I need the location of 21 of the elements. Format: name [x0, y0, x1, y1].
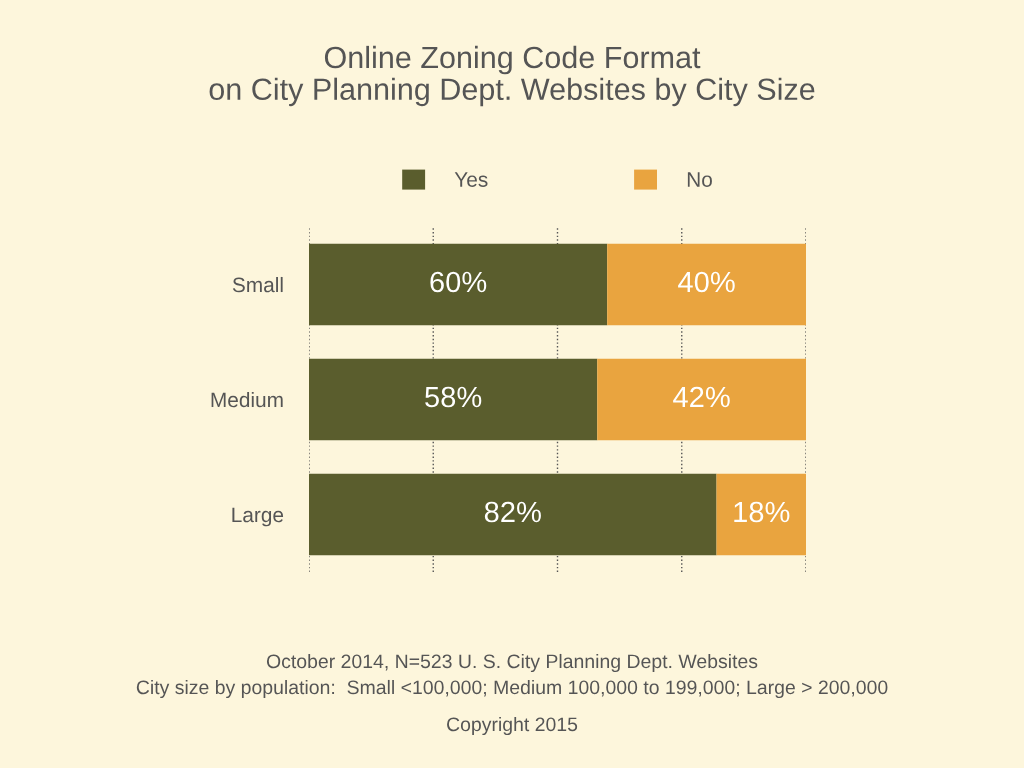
data-label: 82%: [484, 501, 541, 523]
bar: [607, 243, 806, 326]
bar: [716, 473, 806, 556]
y-tick-label: Large: [232, 507, 284, 527]
bar: [597, 358, 806, 441]
text: City size by population: Small <100,000; Medium 100,000 to 199,000; Large > 200,000: [136, 679, 888, 699]
bar: [309, 243, 608, 326]
data-label: 58%: [425, 386, 482, 408]
text: October 2014, N=523 U. S. City Planning Dept. Websites: [266, 653, 758, 673]
y-tick-label: Medium: [211, 391, 283, 408]
text: Copyright 2015: [447, 716, 578, 736]
bar: [309, 358, 598, 441]
legend-label: Yes: [454, 172, 488, 187]
data-label: 42%: [673, 386, 730, 408]
chart-title: Online Zoning Code Format on City Planning Dept. Websites by City Size: [209, 45, 815, 107]
bar: [309, 473, 717, 556]
data-label: 40%: [678, 271, 735, 293]
y-tick-label: Small: [232, 276, 283, 293]
data-label: 18%: [734, 501, 790, 523]
data-label: 60%: [430, 271, 487, 293]
legend-label: No: [687, 172, 712, 187]
